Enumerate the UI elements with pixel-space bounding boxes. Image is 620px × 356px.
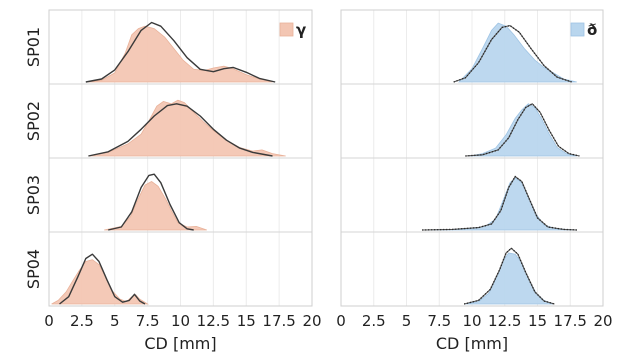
x-axis-label: CD [mm] xyxy=(144,334,216,353)
legend-label: ð xyxy=(587,21,597,39)
density-area-sp02 xyxy=(469,103,577,157)
x-tick-label: 15 xyxy=(237,312,256,330)
panel-frame xyxy=(340,9,604,307)
x-tick-label: 7.5 xyxy=(427,312,451,330)
x-tick-label: 17.5 xyxy=(554,312,587,330)
panel-frame xyxy=(48,9,313,307)
x-tick-label: 12.5 xyxy=(197,312,230,330)
x-tick-label: 17.5 xyxy=(262,312,295,330)
density-area-sp02 xyxy=(88,99,286,157)
fit-curve-dotted-sp02 xyxy=(465,102,580,157)
row-labels: SP01 SP02 SP03 SP04 xyxy=(24,27,43,289)
row-label-sp02: SP02 xyxy=(24,101,43,141)
fit-curve-dotted-sp04 xyxy=(463,247,555,305)
panel-left: 0 2.5 5 7.5 10 12.5 15 17.5 20 CD [mm] γ xyxy=(44,9,322,353)
x-tick-label: 10 xyxy=(462,312,481,330)
x-tick-label: 12.5 xyxy=(488,312,521,330)
density-area-sp01 xyxy=(457,22,577,83)
x-tick-label: 10 xyxy=(171,312,190,330)
fit-curve-sp04 xyxy=(59,253,146,305)
legend-label: γ xyxy=(296,21,306,39)
x-tick-label: 20 xyxy=(593,312,612,330)
row-label-sp01: SP01 xyxy=(24,27,43,67)
row-label-sp03: SP03 xyxy=(24,175,43,215)
x-tick-label: 2.5 xyxy=(70,312,94,330)
x-tick-label: 5 xyxy=(402,312,412,330)
fit-curve-dotted-sp03 xyxy=(422,175,577,231)
fit-curve-sp01 xyxy=(85,21,276,83)
legend-swatch xyxy=(570,22,585,37)
density-area-sp03 xyxy=(426,177,577,231)
x-tick-label: 0 xyxy=(336,312,346,330)
density-area-sp04 xyxy=(51,259,150,305)
x-axis-label: CD [mm] xyxy=(436,334,508,353)
panel-right: 0 2.5 5 7.5 10 12.5 15 17.5 20 CD [mm] ð xyxy=(336,9,613,353)
fit-curve-sp03 xyxy=(108,173,194,231)
fit-curve-sp02 xyxy=(88,103,273,157)
legend-swatch xyxy=(279,22,294,37)
fit-curve-dotted-sp01 xyxy=(453,24,572,83)
x-tick-label: 0 xyxy=(44,312,54,330)
x-tick-label: 2.5 xyxy=(362,312,386,330)
x-tick-label: 15 xyxy=(528,312,547,330)
row-label-sp04: SP04 xyxy=(24,249,43,289)
x-tick-label: 5 xyxy=(110,312,120,330)
density-area-sp03 xyxy=(104,181,207,231)
x-tick-label: 20 xyxy=(302,312,321,330)
x-tick-label: 7.5 xyxy=(136,312,160,330)
